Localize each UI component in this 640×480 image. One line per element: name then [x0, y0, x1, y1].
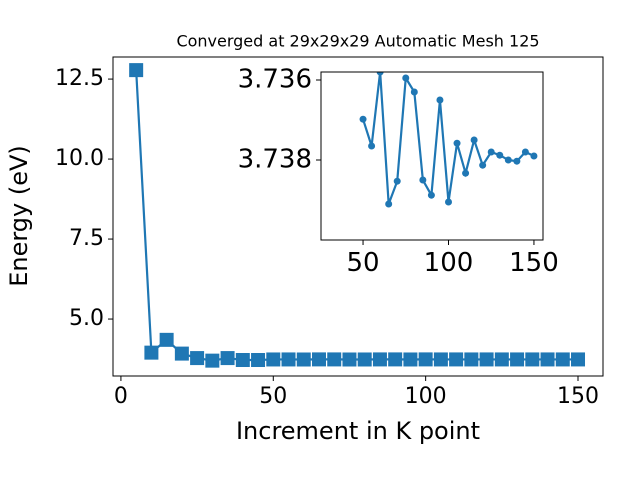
data-point [540, 352, 555, 367]
plot-area [129, 63, 586, 368]
x-tick-label: 100 [405, 384, 447, 409]
data-point [402, 74, 410, 82]
data-point [571, 352, 586, 367]
data-point [388, 352, 403, 367]
x-tick-label: 150 [509, 248, 559, 278]
x-tick-label: 0 [114, 384, 128, 409]
data-point [159, 332, 174, 347]
axes-frame [320, 71, 544, 241]
data-point [444, 198, 452, 206]
data-point [462, 169, 470, 177]
data-point [129, 63, 144, 78]
data-point [342, 352, 357, 367]
data-point [393, 177, 401, 185]
chart-title: Converged at 29x29x29 Automatic Mesh 125 [176, 32, 539, 51]
data-point [410, 88, 418, 96]
data-point [220, 351, 235, 366]
data-point [368, 142, 376, 150]
data-point [311, 352, 326, 367]
data-point [513, 157, 521, 165]
y-axis-label: Energy (eV) [5, 145, 33, 287]
data-point [372, 352, 387, 367]
data-point [504, 156, 512, 164]
data-point [251, 353, 266, 368]
data-point [296, 352, 311, 367]
data-point [190, 351, 205, 366]
y-tick-label: 12.5 [55, 66, 104, 91]
data-point [496, 151, 504, 159]
data-point [479, 352, 494, 367]
data-point [487, 148, 495, 156]
y-tick-label: 10.0 [55, 146, 104, 171]
data-point [385, 200, 393, 208]
x-tick-label: 150 [557, 384, 599, 409]
y-tick-label: 3.738 [238, 145, 312, 175]
data-point [525, 352, 540, 367]
data-point [453, 139, 461, 147]
y-tick-label: 3.736 [238, 65, 312, 95]
data-point [174, 346, 189, 361]
data-point [419, 176, 427, 184]
data-point [403, 352, 418, 367]
data-point [359, 115, 367, 123]
data-point [376, 72, 384, 76]
data-point [510, 352, 525, 367]
data-point [433, 352, 448, 367]
data-point [449, 352, 464, 367]
data-point [436, 96, 444, 104]
data-point [555, 352, 570, 367]
data-point [281, 352, 296, 367]
data-point [530, 152, 538, 160]
data-point [205, 353, 220, 368]
x-tick-label: 100 [424, 248, 474, 278]
data-point [470, 136, 478, 144]
inset-background [321, 72, 543, 240]
data-point [327, 352, 342, 367]
x-axis-label: Increment in K point [236, 417, 480, 445]
x-tick-label: 50 [259, 384, 287, 409]
x-tick-label: 50 [346, 248, 379, 278]
data-point [521, 148, 529, 156]
data-point [418, 352, 433, 367]
data-point [464, 352, 479, 367]
data-point [479, 161, 487, 169]
data-point [494, 352, 509, 367]
data-point [235, 353, 250, 368]
data-point [144, 345, 159, 360]
data-point [357, 352, 372, 367]
plot-area [359, 72, 538, 208]
data-point [427, 191, 435, 199]
data-point [266, 352, 281, 367]
y-tick-label: 7.5 [69, 226, 104, 251]
y-tick-label: 5.0 [69, 306, 104, 331]
axes-frame [112, 56, 604, 377]
